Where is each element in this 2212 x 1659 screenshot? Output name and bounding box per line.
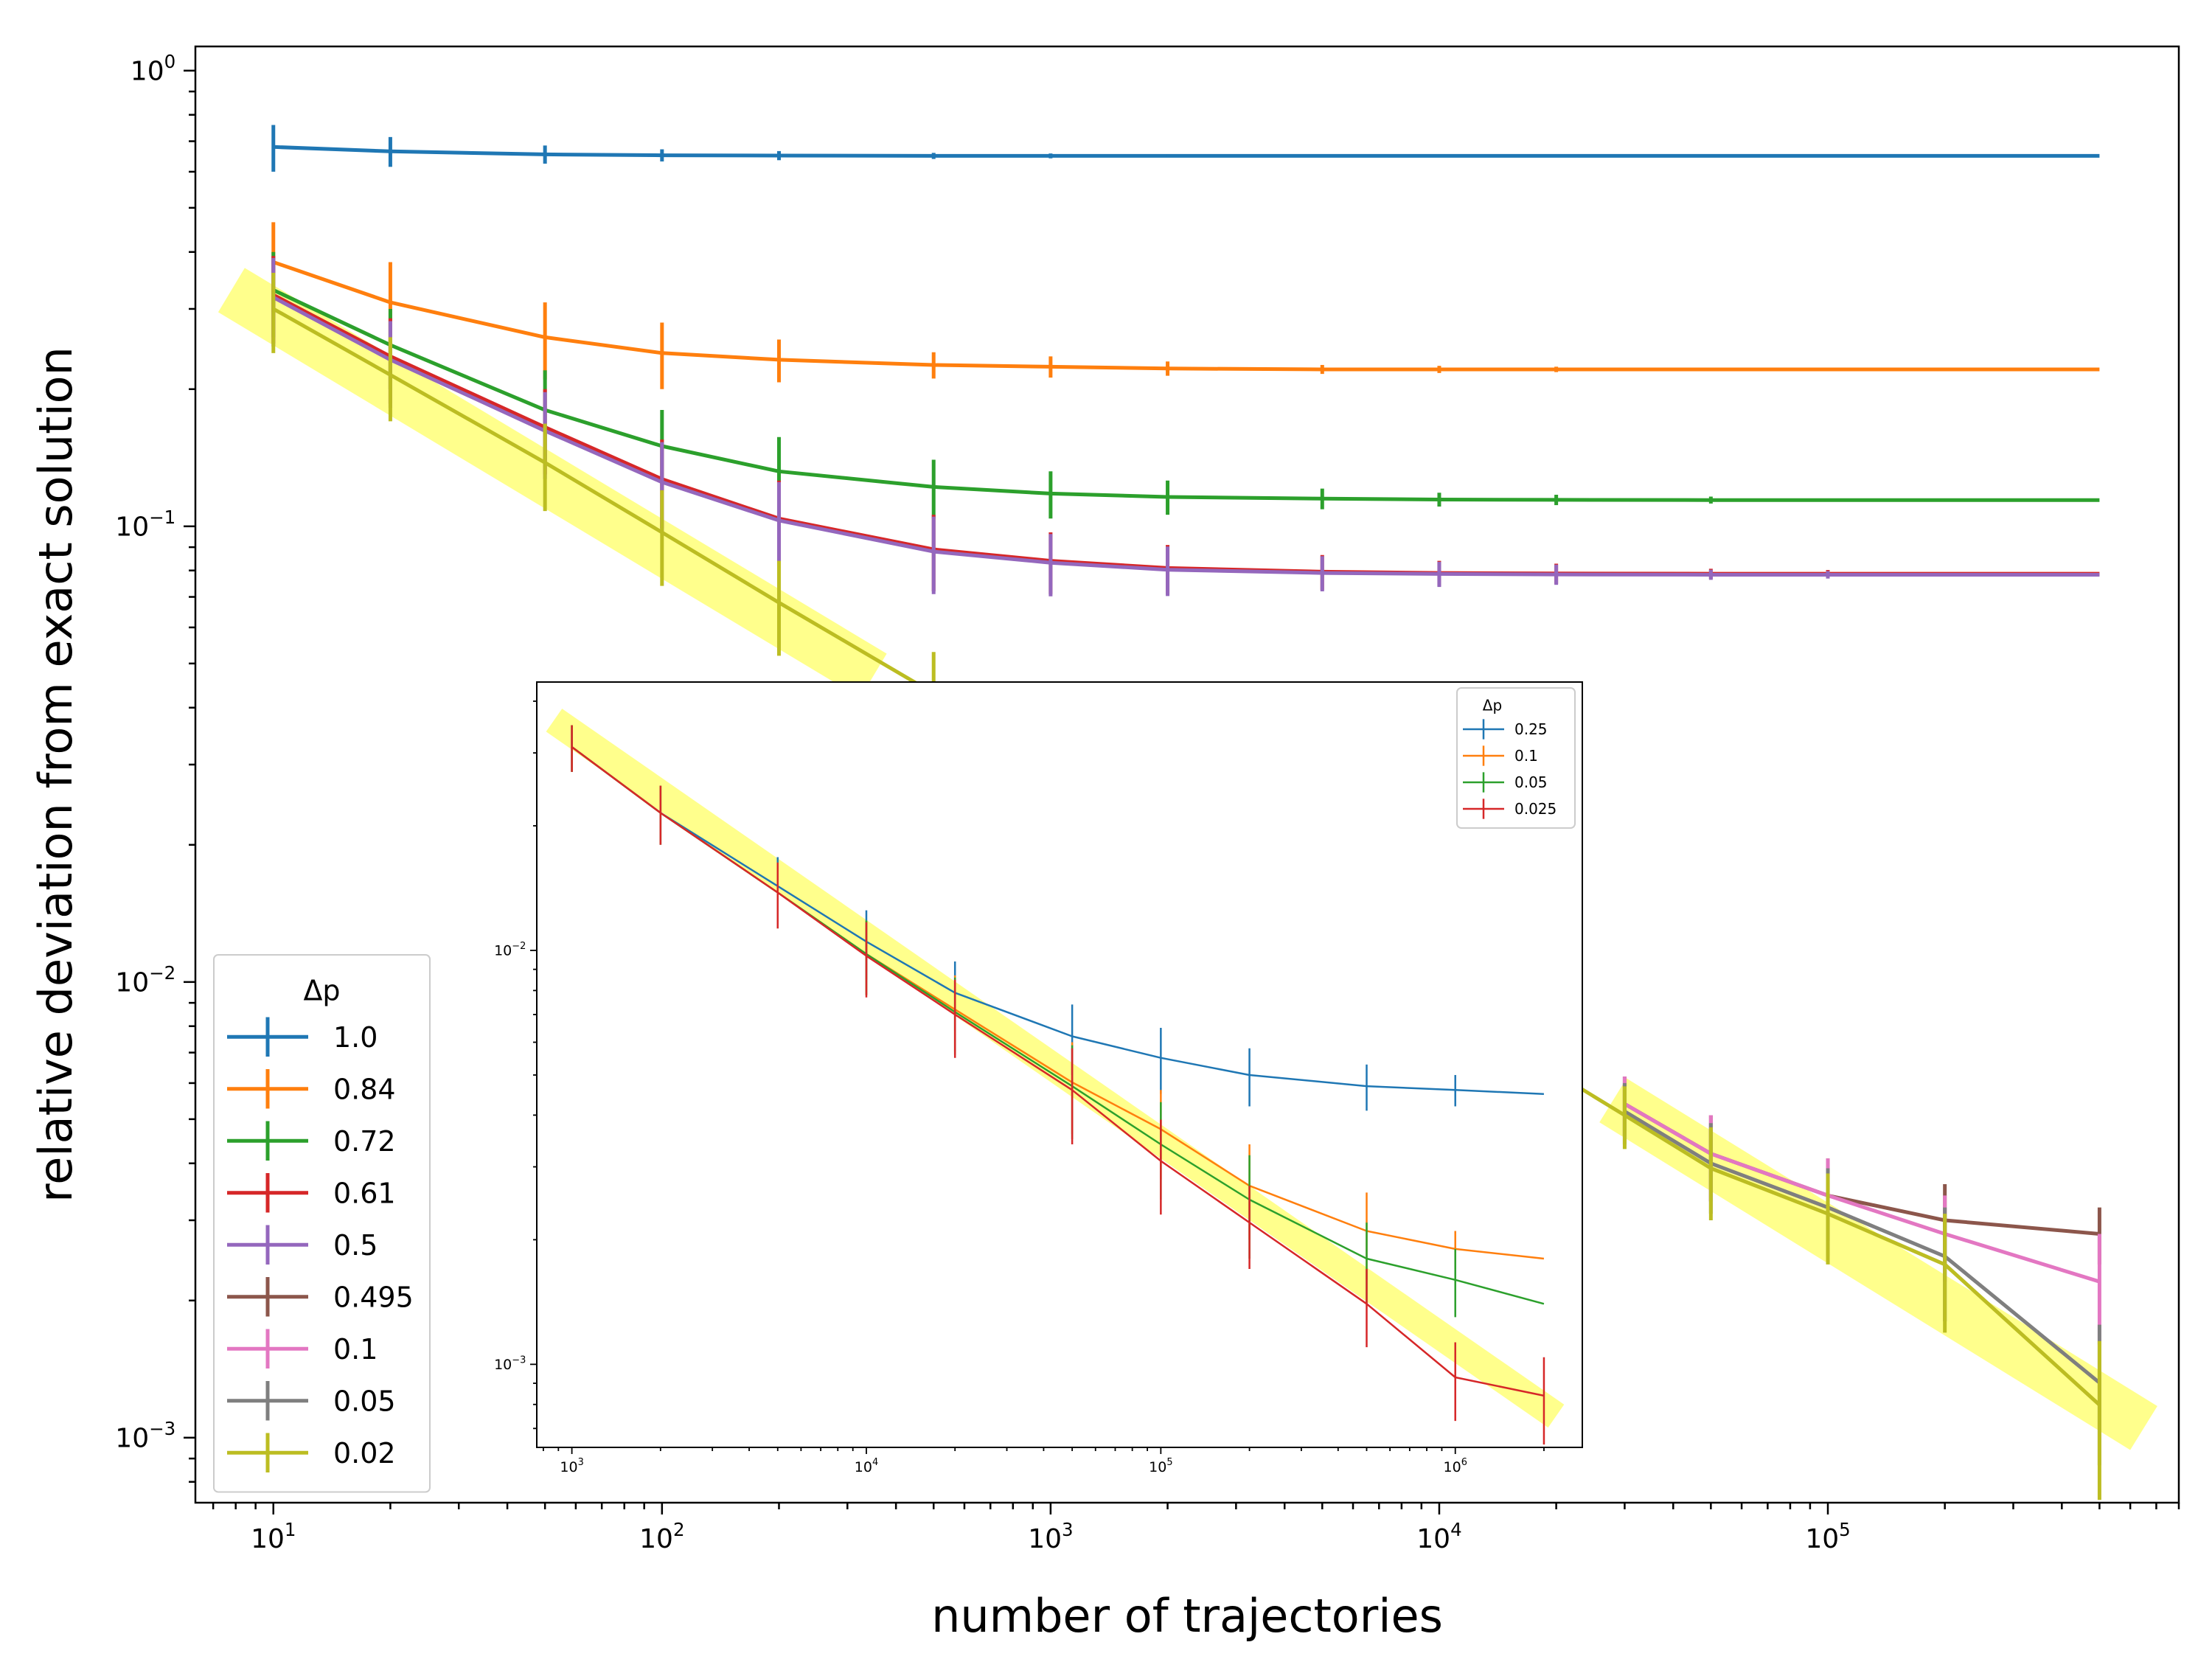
legend-box — [1456, 687, 1576, 829]
y-tick-label: 10−3 — [494, 1354, 526, 1373]
legend-label: 0.5 — [333, 1229, 378, 1262]
x-tick-label: 104 — [1416, 1519, 1461, 1554]
legend-label: 0.61 — [333, 1177, 396, 1209]
legend-label: 0.025 — [1514, 800, 1557, 818]
legend: Δp 0.25 0.1 0.05 0.025 — [1456, 687, 1576, 829]
series-0.025 — [571, 725, 1545, 1445]
legend-title: Δp — [303, 975, 340, 1007]
legend-label: 0.1 — [1514, 747, 1538, 765]
inset-chart: 103 104 105 106 10−2 10−3 Δp 0.25 0.1 0.05 0.025 — [494, 681, 1583, 1475]
x-tick-label: 103 — [1028, 1519, 1073, 1554]
x-tick-label: 101 — [251, 1519, 296, 1554]
axis-ticks — [184, 69, 2180, 1514]
y-tick-label: 10−1 — [115, 507, 175, 542]
legend-label: 0.495 — [333, 1281, 414, 1313]
highlight-band-segment — [1599, 1078, 2157, 1450]
legend-label: 0.05 — [333, 1385, 396, 1417]
y-tick-label: 10−3 — [115, 1418, 175, 1453]
highlight-band-segment — [218, 268, 887, 698]
highlight-band-segment — [546, 709, 1565, 1428]
y-tick-label: 100 — [131, 51, 175, 86]
legend: Δp 1.0 0.84 0.72 0.61 0.5 0.495 0.1 0.05 0.02 — [213, 954, 431, 1493]
legend-label: 1.0 — [333, 1021, 378, 1054]
plot-frame — [536, 681, 1583, 1448]
y-axis-label: relative deviation from exact solution — [29, 347, 83, 1203]
y-tick-label: 10−2 — [494, 941, 526, 959]
series-0.84 — [271, 222, 2100, 389]
x-axis-label: number of trajectories — [931, 1589, 1443, 1643]
x-tick-label: 105 — [1149, 1457, 1172, 1475]
x-tick-label: 105 — [1805, 1519, 1850, 1554]
y-tick-label: 10−2 — [115, 962, 175, 998]
x-tick-label: 106 — [1444, 1457, 1467, 1475]
series-line — [272, 296, 2100, 577]
legend-label: 0.84 — [333, 1073, 396, 1105]
x-tick-label: 104 — [855, 1457, 878, 1475]
legend-label: 0.05 — [1514, 773, 1548, 791]
x-tick-label: 103 — [560, 1457, 583, 1475]
legend-label: 0.72 — [333, 1125, 396, 1158]
series-1.0 — [271, 125, 2100, 172]
x-tick-label: 102 — [639, 1519, 684, 1554]
legend-label: 0.25 — [1514, 720, 1548, 738]
legend-title: Δp — [1483, 697, 1502, 714]
highlight-band — [218, 268, 2157, 1450]
plot-frame — [194, 45, 2180, 1504]
legend-label: 0.1 — [333, 1333, 378, 1366]
highlight-band — [546, 709, 1565, 1428]
series-line — [272, 260, 2100, 372]
legend-label: 0.02 — [333, 1437, 396, 1470]
